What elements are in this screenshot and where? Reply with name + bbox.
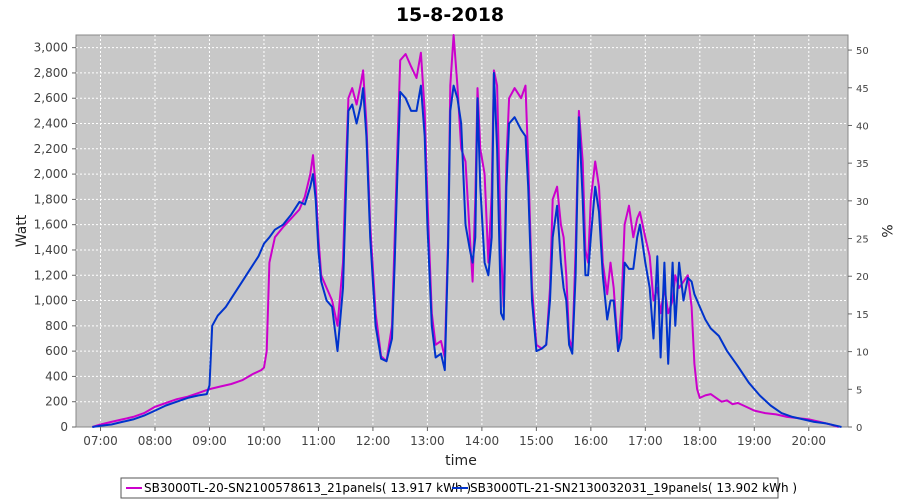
- x-tick-label: 08:00: [138, 434, 173, 448]
- y-tick-label: 2,800: [34, 66, 68, 80]
- y-tick-label: 1,600: [34, 218, 68, 232]
- y2-tick-label: 5: [856, 385, 862, 396]
- y-tick-label: 200: [45, 395, 68, 409]
- y2-tick-label: 35: [856, 159, 869, 170]
- y-tick-label: 2,000: [34, 167, 68, 181]
- x-tick-label: 17:00: [628, 434, 663, 448]
- y-tick-label: 1,800: [34, 192, 68, 206]
- legend-label-series-1: SB3000TL-20-SN2100578613_21panels( 13.91…: [144, 481, 471, 495]
- y2-tick-label: 10: [856, 348, 869, 359]
- y2-tick-label: 0: [856, 423, 862, 434]
- x-tick-label: 14:00: [465, 434, 500, 448]
- y2-axis-label: %: [878, 224, 894, 237]
- x-tick-label: 10:00: [247, 434, 282, 448]
- y2-tick-label: 45: [856, 84, 869, 95]
- legend-box: [120, 477, 779, 499]
- x-tick-label: 07:00: [83, 434, 118, 448]
- y2-tick-label: 40: [856, 121, 869, 132]
- x-tick-label: 18:00: [683, 434, 718, 448]
- y-axis-left: 0 200 400 600 800 1,000 1,200 1,400 1,600 1,800 2,…: [34, 41, 76, 434]
- y-tick-label: 400: [45, 369, 68, 383]
- x-tick-label: 20:00: [791, 434, 826, 448]
- series-line-2: [92, 71, 842, 428]
- x-axis: 07:00 08:00 09:00 10:00 11:00 12:00 13:00 14:00…: [83, 427, 826, 448]
- y-tick-label: 2,400: [34, 117, 68, 131]
- grid-lines: [76, 35, 848, 427]
- y-tick-label: 0: [60, 420, 68, 434]
- x-tick-label: 15:00: [519, 434, 554, 448]
- y2-tick-label: 20: [856, 272, 869, 283]
- x-axis-label: time: [445, 453, 477, 469]
- x-tick-label: 16:00: [574, 434, 609, 448]
- y-tick-label: 2,200: [34, 142, 68, 156]
- y-tick-label: 600: [45, 344, 68, 358]
- y-tick-label: 2,600: [34, 91, 68, 105]
- y-tick-label: 1,000: [34, 294, 68, 308]
- series-lines: [92, 34, 842, 428]
- y-tick-label: 3,000: [34, 41, 68, 55]
- y2-tick-label: 25: [856, 235, 869, 246]
- plot-background: [75, 34, 849, 428]
- y2-tick-label: 50: [856, 46, 869, 57]
- y-tick-label: 800: [45, 319, 68, 333]
- legend-label-series-2: SB3000TL-21-SN2130032031_19panels( 13.90…: [470, 481, 797, 495]
- y-axis-label: Watt: [14, 214, 30, 247]
- x-tick-label: 11:00: [301, 434, 336, 448]
- x-tick-label: 13:00: [410, 434, 445, 448]
- y2-tick-label: 15: [856, 310, 869, 321]
- x-tick-label: 19:00: [737, 434, 772, 448]
- x-tick-label: 09:00: [192, 434, 227, 448]
- y-tick-label: 1,200: [34, 268, 68, 282]
- x-tick-label: 12:00: [356, 434, 391, 448]
- y2-tick-label: 30: [856, 197, 869, 208]
- y-tick-label: 1,400: [34, 243, 68, 257]
- chart-title: 15-8-2018: [396, 4, 504, 26]
- y-axis-right: 0 5 10 15 20 25 30 35 40 45 50: [848, 46, 869, 434]
